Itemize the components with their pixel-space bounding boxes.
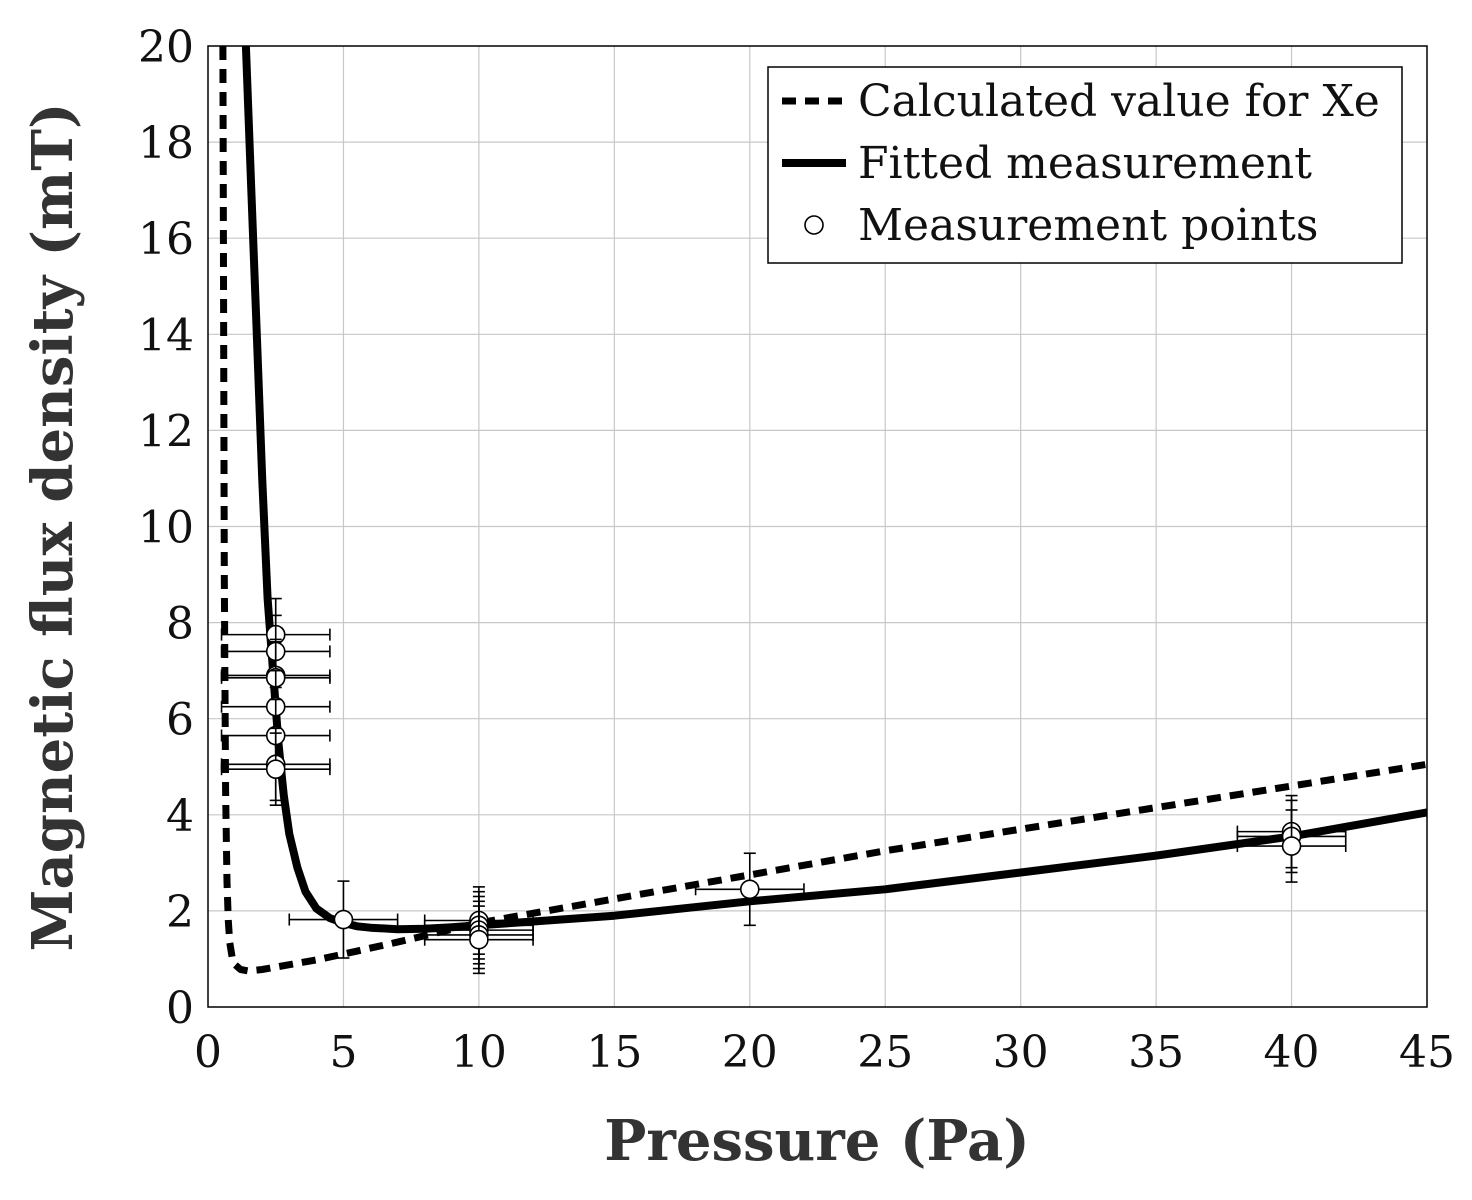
measurement-point xyxy=(220,732,331,806)
legend-swatch-measurement xyxy=(804,215,824,235)
y-tick-label: 0 xyxy=(166,983,194,1034)
y-tick-label: 6 xyxy=(166,695,194,746)
measurement-point xyxy=(1236,809,1347,883)
x-tick-label: 20 xyxy=(722,1027,778,1078)
x-tick-label: 40 xyxy=(1264,1027,1320,1078)
x-axis-label: Pressure (Pa) xyxy=(604,1108,1030,1174)
measurement-marker xyxy=(1281,836,1302,856)
y-tick-label: 14 xyxy=(138,310,194,361)
y-tick-label: 8 xyxy=(166,599,194,650)
measurement-point xyxy=(288,880,399,959)
plot-frame xyxy=(207,45,1428,1008)
measurement-marker xyxy=(739,879,760,900)
measurement-points xyxy=(220,597,1347,975)
y-tick-label: 2 xyxy=(166,887,194,938)
y-tick-label: 20 xyxy=(138,22,194,73)
x-tick-label: 10 xyxy=(451,1027,507,1078)
legend-label-fitted: Fitted measurement xyxy=(858,138,1312,189)
y-tick-label: 4 xyxy=(166,791,194,842)
measurement-marker xyxy=(333,909,354,930)
x-tick-label: 45 xyxy=(1399,1027,1455,1078)
measurement-point xyxy=(423,905,534,975)
measurement-point xyxy=(694,852,805,927)
x-tick-label: 35 xyxy=(1128,1027,1184,1078)
legend-box xyxy=(767,66,1403,264)
x-tick-label: 0 xyxy=(194,1027,222,1078)
legend-label-calculated: Calculated value for Xe xyxy=(858,76,1380,127)
y-tick-label: 16 xyxy=(138,214,194,265)
y-tick-label: 10 xyxy=(138,503,194,554)
x-tick-label: 25 xyxy=(857,1027,913,1078)
x-tick-label: 30 xyxy=(993,1027,1049,1078)
y-axis-label: Magnetic flux density (mT) xyxy=(20,103,86,952)
y-tick-label: 18 xyxy=(138,118,194,169)
tick-labels: 0 5 10 15 20 25 30 35 40 45 0 2 4 6 8 10 12 14 16 18 20 xyxy=(138,22,1455,1078)
measurement-marker xyxy=(469,929,489,950)
x-tick-label: 5 xyxy=(329,1027,357,1078)
legend: Calculated value for Xe Fitted measureme… xyxy=(767,66,1403,264)
x-tick-label: 15 xyxy=(586,1027,642,1078)
calculated-xe-curve xyxy=(219,46,1427,975)
y-tick-label: 12 xyxy=(138,406,194,457)
measurement-marker xyxy=(265,759,286,779)
legend-label-measurement: Measurement points xyxy=(858,200,1318,251)
